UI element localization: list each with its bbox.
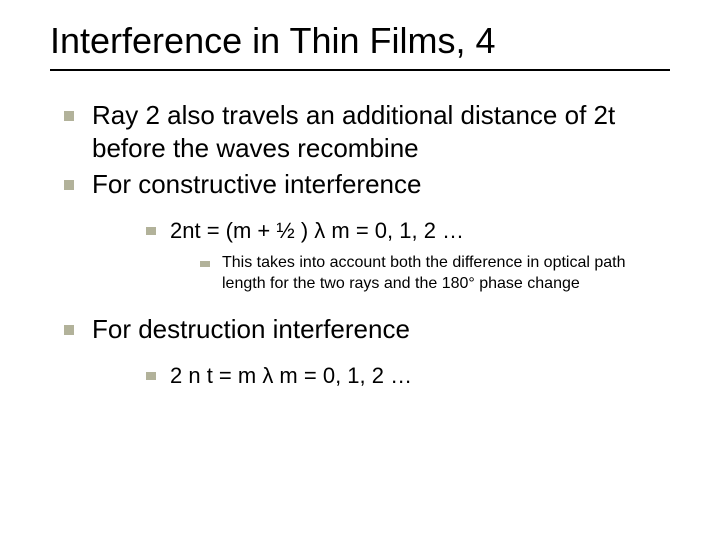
bullet-lvl2: 2nt = (m + ½ ) λ m = 0, 1, 2 …: [146, 217, 670, 246]
square-bullet-icon: [146, 372, 156, 380]
square-bullet-icon: [146, 227, 156, 235]
bullet-text: 2nt = (m + ½ ) λ m = 0, 1, 2 …: [170, 217, 464, 246]
bullet-lvl3: This takes into account both the differe…: [200, 253, 670, 295]
slide-container: Interference in Thin Films, 4 Ray 2 also…: [0, 0, 720, 540]
bullet-lvl1: For constructive interference: [92, 168, 670, 201]
bullet-text: Ray 2 also travels an additional distanc…: [92, 99, 670, 164]
square-bullet-icon: [200, 261, 210, 267]
bullet-text: 2 n t = m λ m = 0, 1, 2 …: [170, 362, 412, 391]
spacer: [50, 303, 670, 313]
bullet-text: For constructive interference: [92, 168, 421, 201]
bullet-text: This takes into account both the differe…: [222, 253, 670, 295]
bullet-lvl2: 2 n t = m λ m = 0, 1, 2 …: [146, 362, 670, 391]
slide-title: Interference in Thin Films, 4: [50, 20, 670, 61]
bullet-lvl1: For destruction interference: [92, 313, 670, 346]
bullet-lvl1: Ray 2 also travels an additional distanc…: [92, 99, 670, 164]
square-bullet-icon: [64, 180, 74, 190]
title-underline: [50, 69, 670, 71]
bullet-text: For destruction interference: [92, 313, 410, 346]
square-bullet-icon: [64, 111, 74, 121]
square-bullet-icon: [64, 325, 74, 335]
